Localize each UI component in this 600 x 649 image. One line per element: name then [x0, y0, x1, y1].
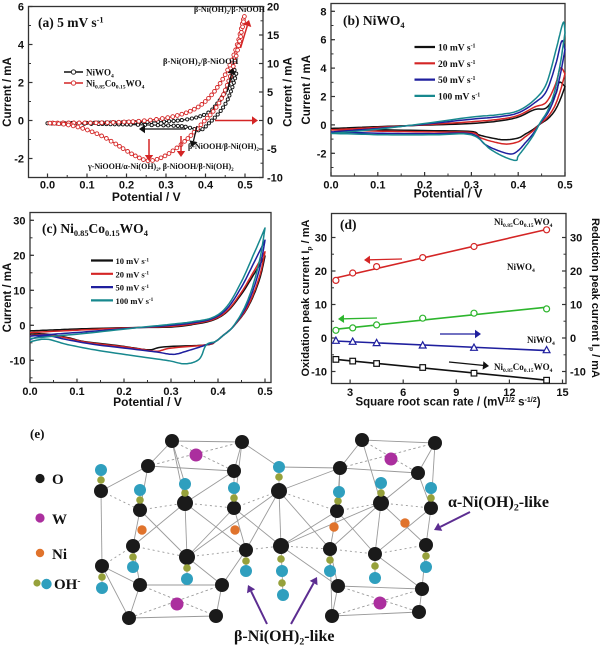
svg-text:0.1: 0.1 — [79, 180, 94, 192]
svg-text:4: 4 — [18, 40, 25, 52]
svg-text:β-Ni(OH)2-like: β-Ni(OH)2-like — [234, 628, 334, 648]
svg-text:0: 0 — [321, 333, 327, 345]
svg-text:10: 10 — [570, 300, 582, 312]
svg-text:10: 10 — [13, 285, 25, 297]
svg-text:0.5: 0.5 — [557, 180, 572, 192]
svg-text:Ni0.85Co0.15WO4: Ni0.85Co0.15WO4 — [86, 79, 145, 91]
svg-text:20: 20 — [570, 266, 582, 278]
svg-text:20: 20 — [315, 266, 327, 278]
svg-text:Current / mA: Current / mA — [283, 57, 295, 127]
svg-text:Square root scan rate / (mV1/2: Square root scan rate / (mV1/2 s-1/2) — [355, 396, 540, 409]
svg-text:0: 0 — [570, 333, 576, 345]
svg-text:0.4: 0.4 — [198, 180, 214, 192]
svg-text:(a) 5 mV s-1: (a) 5 mV s-1 — [38, 15, 104, 30]
svg-text:Current / mA: Current / mA — [2, 57, 14, 127]
svg-text:0.1: 0.1 — [69, 386, 84, 398]
svg-text:100 mV s-1: 100 mV s-1 — [438, 92, 480, 102]
svg-text:β-Ni(OH)2/β-NiOOH: β-Ni(OH)2/β-NiOOH — [163, 56, 239, 68]
svg-text:0.2: 0.2 — [119, 180, 134, 192]
svg-text:10 mV s-1: 10 mV s-1 — [116, 256, 150, 266]
svg-text:6: 6 — [320, 35, 326, 47]
svg-text:0.3: 0.3 — [163, 386, 178, 398]
svg-text:Ni: Ni — [52, 547, 67, 563]
svg-text:6: 6 — [400, 387, 406, 399]
svg-text:-2: -2 — [317, 148, 327, 160]
svg-text:O: O — [52, 472, 64, 488]
svg-text:Oxidation peak current Ip / mA: Oxidation peak current Ip / mA — [300, 219, 313, 376]
svg-text:4: 4 — [320, 63, 327, 75]
svg-text:20: 20 — [267, 2, 279, 14]
svg-text:-10: -10 — [10, 355, 26, 367]
svg-text:2: 2 — [18, 78, 24, 90]
svg-text:15: 15 — [267, 30, 279, 42]
svg-text:10 mV s-1: 10 mV s-1 — [438, 44, 476, 54]
svg-text:20: 20 — [13, 250, 25, 262]
svg-text:30: 30 — [13, 215, 25, 227]
svg-text:20 mV s-1: 20 mV s-1 — [116, 269, 150, 279]
svg-text:30: 30 — [315, 233, 327, 245]
svg-text:0.0: 0.0 — [40, 180, 55, 192]
svg-text:50 mV s-1: 50 mV s-1 — [116, 283, 150, 293]
svg-text:Reduction peak current Ip / mA: Reduction peak current Ip / mA — [588, 218, 600, 378]
svg-text:0.2: 0.2 — [417, 180, 432, 192]
svg-text:0: 0 — [267, 116, 273, 128]
svg-text:-2: -2 — [14, 154, 24, 166]
svg-text:Current / mA: Current / mA — [2, 263, 14, 333]
svg-text:6: 6 — [18, 2, 24, 14]
svg-text:OH-: OH- — [54, 577, 80, 593]
svg-text:10: 10 — [315, 300, 327, 312]
svg-text:NiWO4: NiWO4 — [507, 262, 535, 274]
svg-text:0.5: 0.5 — [257, 386, 272, 398]
svg-text:0.0: 0.0 — [22, 386, 37, 398]
svg-text:0.4: 0.4 — [210, 386, 226, 398]
svg-text:0.5: 0.5 — [237, 180, 252, 192]
svg-text:Current / mA: Current / mA — [301, 55, 313, 125]
svg-text:(d): (d) — [340, 217, 357, 232]
svg-text:0.3: 0.3 — [158, 180, 173, 192]
svg-text:NiWO4: NiWO4 — [86, 68, 114, 80]
svg-text:100 mV s-1: 100 mV s-1 — [116, 296, 154, 306]
svg-text:5: 5 — [267, 87, 273, 99]
svg-text:0.1: 0.1 — [370, 180, 385, 192]
svg-text:α-Ni(OH)2-like: α-Ni(OH)2-like — [448, 494, 549, 514]
svg-text:-10: -10 — [311, 367, 327, 379]
svg-text:8: 8 — [320, 6, 326, 18]
svg-text:(b) NiWO4: (b) NiWO4 — [343, 13, 405, 30]
svg-text:Potential / V: Potential / V — [112, 190, 181, 204]
svg-text:NiWO4: NiWO4 — [527, 335, 555, 347]
svg-text:(c) Ni0.85Co0.15WO4: (c) Ni0.85Co0.15WO4 — [42, 221, 149, 238]
svg-text:0: 0 — [320, 120, 326, 132]
svg-text:-10: -10 — [267, 173, 283, 185]
svg-text:Ni0.85Co0.15WO4: Ni0.85Co0.15WO4 — [494, 362, 553, 374]
svg-text:0.2: 0.2 — [116, 386, 131, 398]
svg-text:Potential / V: Potential / V — [414, 187, 483, 201]
svg-text:-5: -5 — [267, 144, 277, 156]
svg-text:30: 30 — [570, 233, 582, 245]
svg-text:0.0: 0.0 — [323, 180, 338, 192]
svg-text:W: W — [52, 512, 67, 528]
svg-text:0.4: 0.4 — [511, 180, 527, 192]
svg-text:50 mV s-1: 50 mV s-1 — [438, 76, 476, 86]
svg-text:-10: -10 — [570, 367, 586, 379]
svg-text:Potential / V: Potential / V — [113, 395, 182, 409]
svg-text:20 mV s-1: 20 mV s-1 — [438, 60, 476, 70]
svg-text:β-Ni(OH)2/β-NiOOH: β-Ni(OH)2/β-NiOOH — [194, 5, 266, 16]
svg-text:β-NiOOH/β-Ni(OH)2: β-NiOOH/β-Ni(OH)2 — [188, 142, 259, 153]
svg-text:2: 2 — [320, 92, 326, 104]
svg-text:10: 10 — [267, 59, 279, 71]
svg-text:0.3: 0.3 — [464, 180, 479, 192]
svg-text:12: 12 — [503, 387, 515, 399]
svg-text:15: 15 — [556, 387, 568, 399]
svg-text:0: 0 — [19, 320, 25, 332]
svg-text:0: 0 — [18, 116, 24, 128]
svg-text:9: 9 — [453, 387, 459, 399]
svg-text:γ-NiOOH/α-Ni(OH)2, β-NiOOH/β-N: γ-NiOOH/α-Ni(OH)2, β-NiOOH/β-Ni(OH)2 — [87, 162, 234, 173]
svg-text:Ni0.85Co0.15WO4: Ni0.85Co0.15WO4 — [494, 217, 553, 229]
svg-text:(e): (e) — [30, 426, 44, 441]
svg-text:3: 3 — [347, 387, 353, 399]
